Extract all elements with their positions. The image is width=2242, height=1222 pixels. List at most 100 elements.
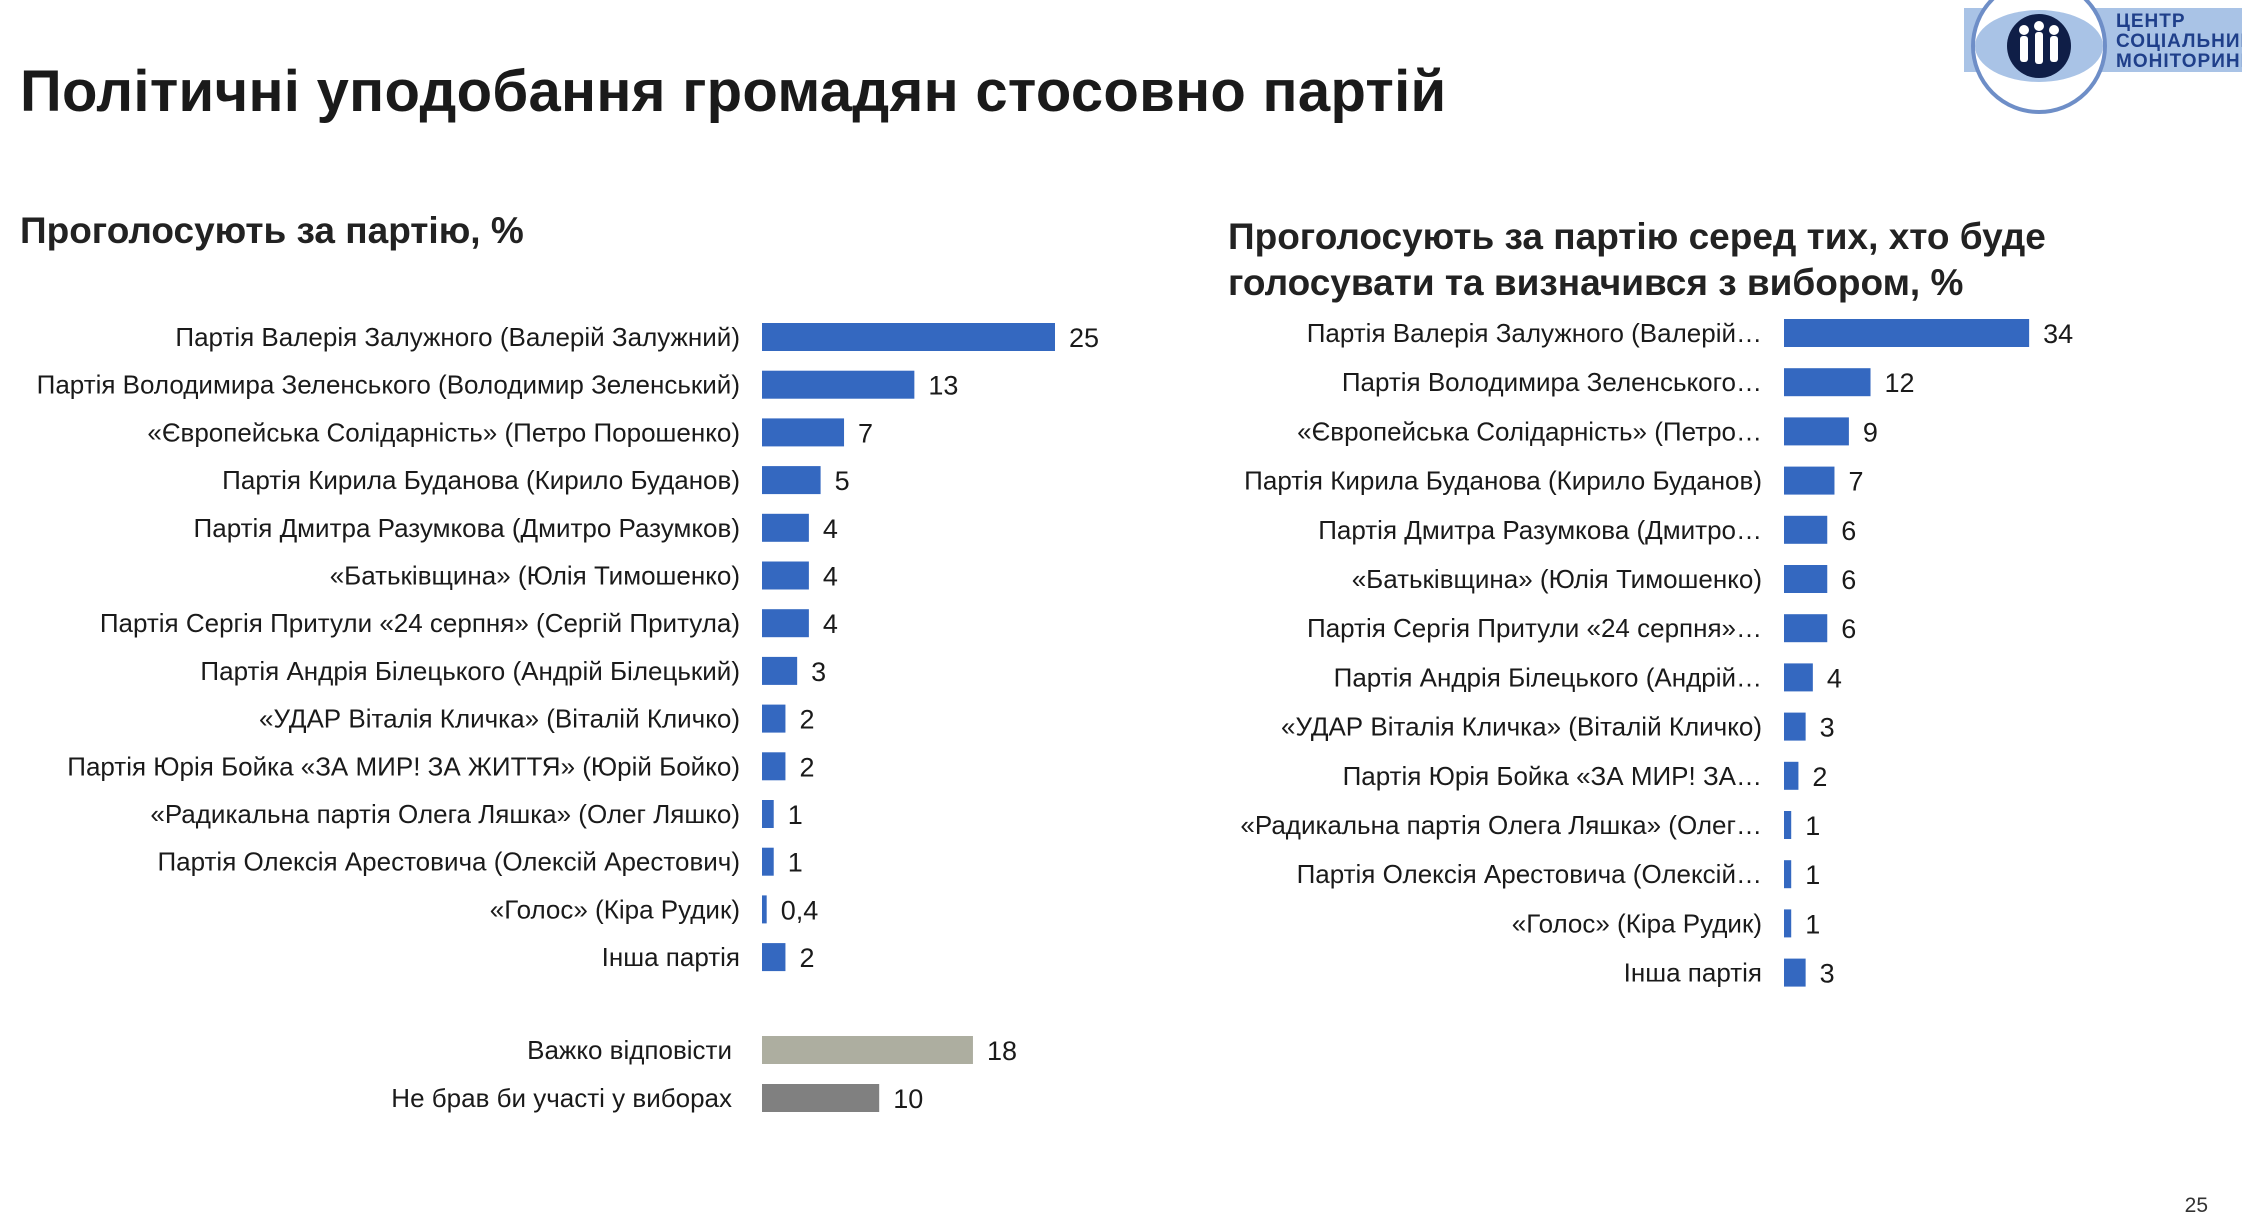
right-category-label: Партія Володимира Зеленського… xyxy=(1342,367,1762,397)
right-bar xyxy=(1784,319,2030,347)
left-category-label: Партія Андрія Білецького (Андрій Білецьк… xyxy=(200,656,740,686)
right-value-label: 1 xyxy=(1805,860,1820,890)
right-bar xyxy=(1784,761,1799,790)
right-category-label: Партія Юрія Бойка «ЗА МИР! ЗА… xyxy=(1343,761,1762,791)
right-bar xyxy=(1784,614,1828,643)
left-extra-value-label: 18 xyxy=(987,1036,1017,1066)
left-bar xyxy=(762,609,809,638)
right-bar xyxy=(1784,368,1871,397)
left-value-label: 4 xyxy=(823,609,838,639)
left-category-label: «Європейська Солідарність» (Петро Пороше… xyxy=(147,417,740,447)
right-value-label: 2 xyxy=(1812,762,1827,792)
right-category-label: «Європейська Солідарність» (Петро… xyxy=(1297,416,1762,446)
right-value-label: 6 xyxy=(1841,565,1856,595)
left-extra-value-label: 10 xyxy=(893,1084,923,1114)
right-category-label: «УДАР Віталія Кличка» (Віталій Кличко) xyxy=(1281,712,1762,742)
right-bar xyxy=(1784,565,1828,593)
right-value-label: 12 xyxy=(1885,368,1915,398)
left-value-label: 25 xyxy=(1069,323,1099,353)
left-bar xyxy=(762,800,774,828)
left-value-label: 2 xyxy=(799,705,814,735)
page-title: Політичні уподобання громадян стосовно п… xyxy=(20,59,1447,124)
right-bar xyxy=(1784,860,1792,889)
right-value-label: 6 xyxy=(1841,516,1856,546)
logo-line-2: СОЦІАЛЬНИЙ xyxy=(2116,31,2242,52)
left-value-label: 4 xyxy=(823,562,838,592)
left-category-label: Партія Сергія Притули «24 серпня» (Сергі… xyxy=(100,608,740,638)
right-category-label: Партія Андрія Білецького (Андрій… xyxy=(1334,662,1762,692)
page-number: 25 xyxy=(2184,1194,2208,1217)
left-bar xyxy=(762,895,767,924)
left-category-label: «Радикальна партія Олега Ляшка» (Олег Ля… xyxy=(150,799,740,829)
left-value-label: 4 xyxy=(823,514,838,544)
right-category-label: «Радикальна партія Олега Ляшка» (Олег… xyxy=(1240,810,1762,840)
right-category-label: Інша партія xyxy=(1624,958,1762,988)
left-value-label: 13 xyxy=(928,371,958,401)
left-bar xyxy=(762,418,845,447)
right-bar xyxy=(1784,958,1806,987)
right-value-label: 6 xyxy=(1841,614,1856,644)
right-bar xyxy=(1784,417,1849,446)
left-bar xyxy=(762,561,809,590)
left-value-label: 1 xyxy=(788,848,803,878)
logo-line-3: МОНІТОРИНГ xyxy=(2116,51,2242,72)
right-bar xyxy=(1784,466,1835,495)
left-category-label: Партія Юрія Бойка «ЗА МИР! ЗА ЖИТТЯ» (Юр… xyxy=(67,751,740,781)
right-chart-title: Проголосують за партію серед тих, хто бу… xyxy=(1228,216,2046,303)
right-category-label: «Батьківщина» (Юлія Тимошенко) xyxy=(1352,564,1762,594)
left-bar xyxy=(762,323,1055,351)
left-value-label: 2 xyxy=(799,752,814,782)
logo xyxy=(1964,0,2242,118)
right-category-label: Партія Сергія Притули «24 серпня»… xyxy=(1307,613,1762,643)
right-bar xyxy=(1784,909,1792,938)
right-category-label: Партія Дмитра Разумкова (Дмитро… xyxy=(1318,515,1762,545)
left-extra-bar xyxy=(762,1036,973,1064)
left-bar xyxy=(762,513,809,542)
left-value-label: 7 xyxy=(858,418,873,448)
logo-line-1: ЦЕНТР xyxy=(2116,11,2186,32)
left-value-label: 3 xyxy=(811,657,826,687)
left-extra-bar xyxy=(762,1084,880,1112)
left-extra-category-label: Важко відповісти xyxy=(527,1035,732,1065)
right-value-label: 34 xyxy=(2043,319,2073,349)
left-category-label: «Батьківщина» (Юлія Тимошенко) xyxy=(330,561,740,591)
left-bar xyxy=(762,847,774,876)
right-category-label: Партія Валерія Залужного (Валерій… xyxy=(1307,318,1762,348)
left-value-label: 0,4 xyxy=(781,895,819,925)
right-category-label: Партія Кирила Буданова (Кирило Буданов) xyxy=(1244,466,1762,496)
left-category-label: Партія Олексія Арестовича (Олексій Арест… xyxy=(157,847,740,877)
right-value-label: 7 xyxy=(1848,467,1863,497)
left-chart-title: Проголосують за партію, % xyxy=(20,210,524,251)
left-category-label: Інша партія xyxy=(602,942,740,972)
left-category-label: «УДАР Віталія Кличка» (Віталій Кличко) xyxy=(259,704,740,734)
left-value-label: 2 xyxy=(799,943,814,973)
right-value-label: 3 xyxy=(1820,959,1835,989)
left-bar xyxy=(762,752,786,781)
left-value-label: 5 xyxy=(835,466,850,496)
left-bar xyxy=(762,466,821,495)
left-category-label: Партія Кирила Буданова (Кирило Буданов) xyxy=(222,465,740,495)
left-category-label: Партія Дмитра Разумкова (Дмитро Разумков… xyxy=(194,513,740,543)
left-category-label: «Голос» (Кіра Рудик) xyxy=(490,894,740,924)
left-extra-category-label: Не брав би участі у виборах xyxy=(391,1083,732,1113)
left-category-label: Партія Валерія Залужного (Валерій Залужн… xyxy=(175,322,740,352)
left-value-label: 1 xyxy=(788,800,803,830)
right-bar xyxy=(1784,811,1792,839)
right-value-label: 1 xyxy=(1805,909,1820,939)
right-value-label: 1 xyxy=(1805,811,1820,841)
left-bar xyxy=(762,370,915,399)
left-bar xyxy=(762,943,786,972)
right-category-label: Партія Олексія Арестовича (Олексій… xyxy=(1297,859,1762,889)
right-value-label: 3 xyxy=(1820,713,1835,743)
right-value-label: 4 xyxy=(1827,663,1842,693)
right-bar xyxy=(1784,712,1806,741)
logo-text: ЦЕНТР СОЦІАЛЬНИЙ МОНІТОРИНГ xyxy=(2116,12,2242,72)
left-bar xyxy=(762,704,786,733)
right-bar xyxy=(1784,515,1828,544)
logo-emblem-icon xyxy=(1964,0,2242,114)
left-category-label: Партія Володимира Зеленського (Володимир… xyxy=(37,370,740,400)
right-value-label: 9 xyxy=(1863,417,1878,447)
left-bar xyxy=(762,656,798,685)
right-bar xyxy=(1784,663,1813,692)
